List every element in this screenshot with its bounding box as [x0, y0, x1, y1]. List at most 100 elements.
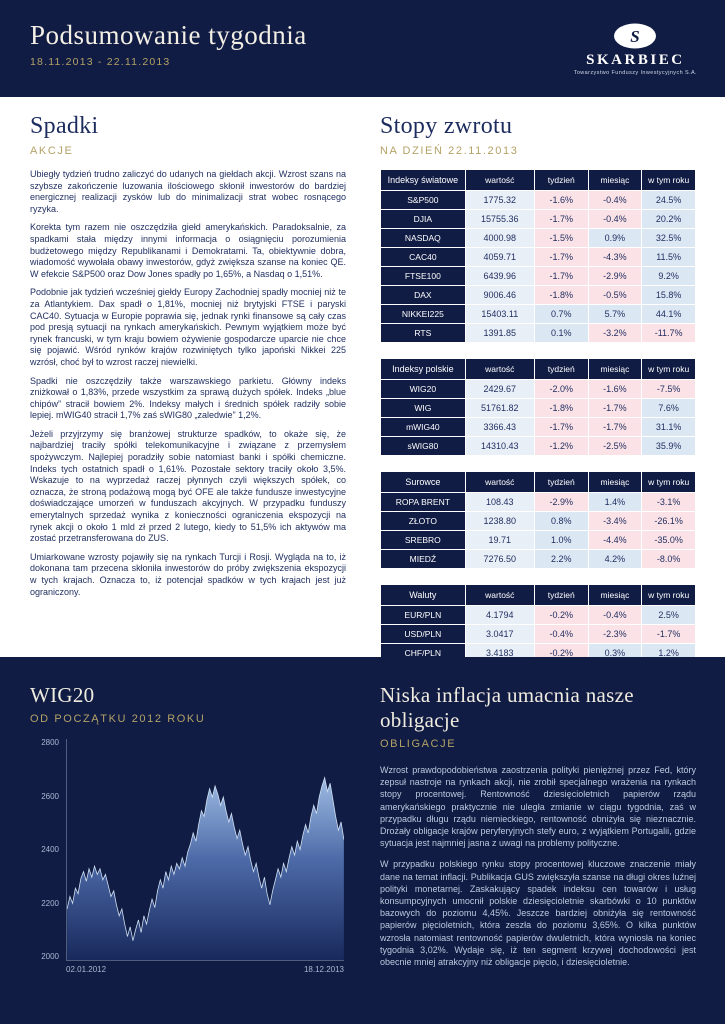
y-tick-label: 2400 — [41, 845, 59, 854]
change-cell: 0.9% — [588, 229, 642, 247]
paragraph: Jeżeli przyjrzymy się branżowej struktur… — [30, 428, 346, 544]
stocks-heading: Spadki — [30, 113, 99, 139]
svg-text:S: S — [631, 27, 640, 46]
paragraph: Umiarkowane wzrosty pojawiły się na rynk… — [30, 551, 346, 597]
change-cell: -1.6% — [534, 191, 588, 209]
returns-table: Waluty wartość tydzień miesiąc w tym roku EUR… — [380, 584, 696, 657]
change-cell: -1.7% — [534, 267, 588, 285]
bonds-column: Niska inflacja umacnia nasze obligacje O… — [380, 683, 696, 1024]
change-cell: -26.1% — [642, 512, 695, 530]
date-range: 18.11.2013 - 22.11.2013 — [30, 56, 171, 68]
value-cell: 9006.46 — [465, 286, 534, 304]
table-row: sWIG80 14310.43 -1.2% -2.5% 35.9% — [381, 437, 695, 455]
row-label: CAC40 — [381, 248, 465, 266]
change-cell: -0.4% — [588, 606, 642, 624]
value-cell: 15755.36 — [465, 210, 534, 228]
change-cell: -11.7% — [642, 324, 695, 342]
change-cell: -1.2% — [534, 437, 588, 455]
change-cell: 24.5% — [642, 191, 695, 209]
y-tick-label: 2200 — [41, 898, 59, 908]
table-row: WIG20 2429.67 -2.0% -1.6% -7.5% — [381, 380, 695, 398]
table-title: Waluty — [381, 585, 465, 605]
table-column-header: tydzień — [534, 359, 588, 379]
change-cell: -0.4% — [534, 625, 588, 643]
stocks-subheading: AKCJE — [30, 145, 74, 157]
change-cell: 1.0% — [534, 531, 588, 549]
table-column-header: miesiąc — [588, 472, 642, 492]
change-cell: -0.4% — [588, 210, 642, 228]
paragraph: Spadki nie oszczędziły także warszawskie… — [30, 375, 346, 421]
value-cell: 15403.11 — [465, 305, 534, 323]
change-cell: 0.1% — [534, 324, 588, 342]
value-cell: 3.4183 — [465, 644, 534, 657]
table-row: DJIA 15755.36 -1.7% -0.4% 20.2% — [381, 210, 695, 228]
table-title: Indeksy polskie — [381, 359, 465, 379]
change-cell: -2.9% — [588, 267, 642, 285]
logo-name: SKARBIEC — [586, 52, 685, 68]
value-cell: 4.1794 — [465, 606, 534, 624]
table-row: NIKKEI225 15403.11 0.7% 5.7% 44.1% — [381, 305, 695, 323]
paragraph: Podobnie jak tydzień wcześniej giełdy Eu… — [30, 287, 346, 367]
change-cell: -1.7% — [534, 210, 588, 228]
table-row: CAC40 4059.71 -1.7% -4.3% 11.5% — [381, 248, 695, 266]
change-cell: 4.2% — [588, 550, 642, 568]
page-title: Podsumowanie tygodnia — [30, 20, 307, 50]
row-label: DJIA — [381, 210, 465, 228]
table-row: WIG 51761.82 -1.8% -1.7% 7.6% — [381, 399, 695, 417]
value-cell: 4059.71 — [465, 248, 534, 266]
change-cell: -1.7% — [588, 418, 642, 436]
row-label: EUR/PLN — [381, 606, 465, 624]
table-column-header: w tym roku — [642, 170, 695, 190]
title-block: Podsumowanie tygodnia 18.11.2013 - 22.11… — [30, 20, 307, 68]
table-column-header: wartość — [465, 359, 534, 379]
table-column-header: wartość — [465, 170, 534, 190]
change-cell: 0.7% — [534, 305, 588, 323]
row-label: CHF/PLN — [381, 644, 465, 657]
value-cell: 1391.85 — [465, 324, 534, 342]
row-label: WIG — [381, 399, 465, 417]
bonds-subheading: OBLIGACJE — [380, 738, 457, 750]
change-cell: -3.4% — [588, 512, 642, 530]
row-label: RTS — [381, 324, 465, 342]
change-cell: -2.3% — [588, 625, 642, 643]
change-cell: -1.7% — [642, 625, 695, 643]
change-cell: 7.6% — [642, 399, 695, 417]
stocks-column: Spadki AKCJE Ubiegły tydzień trudno zali… — [30, 113, 346, 657]
returns-column: Stopy zwrotu NA DZIEŃ 22.11.2013 Indeksy… — [380, 113, 696, 657]
wig20-chart-svg — [66, 739, 344, 961]
row-label: S&P500 — [381, 191, 465, 209]
table-column-header: miesiąc — [588, 585, 642, 605]
row-label: NASDAQ — [381, 229, 465, 247]
table-row: CHF/PLN 3.4183 -0.2% 0.3% 1.2% — [381, 644, 695, 657]
row-label: NIKKEI225 — [381, 305, 465, 323]
row-label: sWIG80 — [381, 437, 465, 455]
change-cell: -3.2% — [588, 324, 642, 342]
value-cell: 1238.80 — [465, 512, 534, 530]
change-cell: -0.5% — [588, 286, 642, 304]
table-column-header: w tym roku — [642, 585, 695, 605]
change-cell: -0.2% — [534, 644, 588, 657]
change-cell: -1.7% — [534, 418, 588, 436]
paragraph: Ubiegły tydzień trudno zaliczyć do udany… — [30, 169, 346, 214]
x-end-label: 18.12.2013 — [303, 965, 344, 974]
table-title: Surowce — [381, 472, 465, 492]
row-label: SREBRO — [381, 531, 465, 549]
y-tick-label: 2800 — [41, 738, 59, 747]
row-label: MIEDŹ — [381, 550, 465, 568]
table-column-header: miesiąc — [588, 170, 642, 190]
paragraph: W przypadku polskiego rynku stopy procen… — [380, 859, 696, 968]
change-cell: 9.2% — [642, 267, 695, 285]
value-cell: 51761.82 — [465, 399, 534, 417]
table-column-header: tydzień — [534, 170, 588, 190]
table-row: USD/PLN 3.0417 -0.4% -2.3% -1.7% — [381, 625, 695, 643]
change-cell: -35.0% — [642, 531, 695, 549]
header: Podsumowanie tygodnia 18.11.2013 - 22.11… — [0, 0, 725, 97]
change-cell: 15.8% — [642, 286, 695, 304]
change-cell: 2.5% — [642, 606, 695, 624]
skarbiec-logo-icon: S — [614, 23, 657, 49]
change-cell: 5.7% — [588, 305, 642, 323]
table-column-header: tydzień — [534, 472, 588, 492]
returns-heading: Stopy zwrotu — [380, 113, 513, 139]
change-cell: -0.4% — [588, 191, 642, 209]
